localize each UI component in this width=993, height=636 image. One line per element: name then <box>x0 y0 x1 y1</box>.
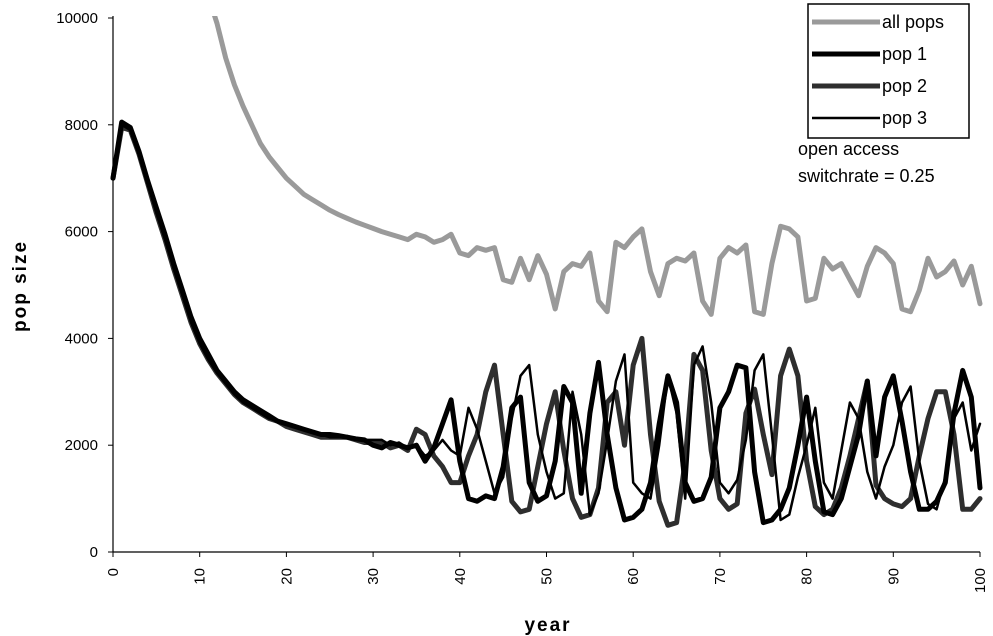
y-tick-label: 0 <box>90 544 98 561</box>
y-tick-label: 8000 <box>65 117 98 134</box>
x-tick-label: 40 <box>452 568 469 585</box>
legend-label: all pops <box>882 12 944 32</box>
legend-label: pop 2 <box>882 76 927 96</box>
x-axis-title: year <box>524 615 571 636</box>
x-tick-label: 80 <box>799 568 816 585</box>
legend: all pops pop 1 pop 2 pop 3 <box>807 3 970 139</box>
y-tick-label: 4000 <box>65 330 98 347</box>
x-tick-label: 30 <box>365 568 382 585</box>
y-axis-title: pop size <box>10 240 31 332</box>
y-tick-label: 6000 <box>65 224 98 241</box>
series-line-pop-1 <box>110 119 983 526</box>
x-tick-label: 70 <box>712 568 729 585</box>
x-tick-label: 10 <box>192 568 209 585</box>
x-tick-label: 50 <box>539 568 556 585</box>
annotation-open-access: open access <box>798 139 899 159</box>
legend-label: pop 1 <box>882 44 927 64</box>
axes <box>108 16 981 557</box>
annotation-switchrate: switchrate = 0.25 <box>798 166 935 186</box>
legend-box <box>807 3 970 139</box>
legend-label: pop 3 <box>882 108 927 128</box>
x-tick-label: 90 <box>885 568 902 585</box>
series-line-all-pops <box>212 16 983 317</box>
y-tick-label: 10000 <box>56 10 98 27</box>
x-tick-label: 20 <box>278 568 295 585</box>
series-layer <box>110 16 983 528</box>
series-line-pop-3 <box>111 123 982 522</box>
x-tick-label: 100 <box>972 568 989 593</box>
tick-labels: 0 2000 4000 6000 8000 10000 0 10 20 30 40 50 60 70 80 9… <box>56 10 989 593</box>
x-tick-label: 0 <box>105 568 122 576</box>
x-tick-label: 60 <box>625 568 642 585</box>
y-tick-label: 2000 <box>65 437 98 454</box>
